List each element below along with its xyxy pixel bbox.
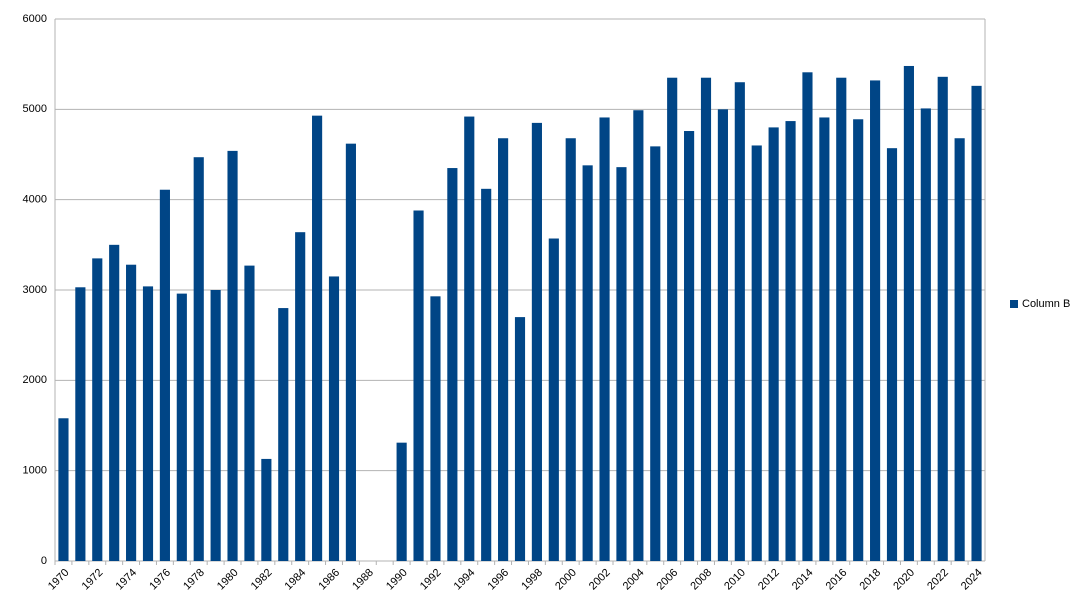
bar <box>700 77 712 561</box>
bar <box>176 293 187 561</box>
y-tick-label: 0 <box>41 555 47 567</box>
bar <box>413 210 424 562</box>
bar <box>193 157 204 561</box>
bar <box>548 238 559 561</box>
y-tick-label: 5000 <box>23 103 47 115</box>
bar <box>971 85 982 561</box>
bar <box>345 143 356 561</box>
bar <box>667 77 678 561</box>
bar <box>227 150 238 562</box>
x-tick-label: 2020 <box>891 567 917 593</box>
x-tick-label: 1972 <box>80 567 106 593</box>
bar <box>278 308 289 561</box>
x-tick-label: 1982 <box>249 567 275 593</box>
x-tick-label: 1994 <box>452 567 478 593</box>
bar <box>58 418 69 561</box>
bar <box>785 121 796 562</box>
bar <box>92 258 103 561</box>
x-tick-label: 2010 <box>722 567 748 593</box>
x-tick-label: 1986 <box>316 567 342 593</box>
bar <box>75 287 86 561</box>
x-tick-label: 2014 <box>790 567 816 593</box>
x-tick-label: 2004 <box>621 567 647 593</box>
bar <box>498 138 509 562</box>
y-tick-label: 1000 <box>23 465 47 477</box>
bar <box>142 286 154 561</box>
bar <box>751 145 762 561</box>
x-tick-label: 1970 <box>46 567 72 593</box>
bar <box>650 146 661 561</box>
bar <box>853 119 864 562</box>
x-tick-label: 2006 <box>655 567 681 593</box>
bar <box>159 189 170 562</box>
bar <box>210 290 221 561</box>
x-tick-label: 2022 <box>925 567 951 593</box>
x-tick-label: 1998 <box>519 567 545 593</box>
bar <box>819 117 830 562</box>
bar <box>870 80 881 561</box>
bar <box>244 265 255 561</box>
x-tick-label: 2000 <box>553 567 579 593</box>
bar <box>633 110 644 561</box>
bar <box>886 148 898 561</box>
bar <box>954 138 965 562</box>
x-tick-label: 1984 <box>283 567 309 593</box>
bar <box>565 138 576 562</box>
bar <box>531 122 542 561</box>
bar <box>430 296 441 561</box>
x-tick-label: 1976 <box>147 567 173 593</box>
bar <box>328 276 340 561</box>
bar <box>684 131 695 561</box>
bar <box>447 168 458 562</box>
x-tick-label: 2018 <box>857 567 883 593</box>
y-tick-label: 2000 <box>23 374 47 386</box>
x-tick-label: 1990 <box>384 567 410 593</box>
bar <box>514 317 526 561</box>
bar <box>903 65 914 562</box>
bar <box>312 115 323 561</box>
x-tick-label: 1992 <box>418 567 444 593</box>
bar <box>295 232 306 562</box>
bar <box>616 167 627 561</box>
legend-label: Column B <box>1022 298 1070 310</box>
x-tick-label: 1996 <box>485 567 511 593</box>
bar <box>481 188 492 561</box>
bar <box>599 117 610 562</box>
bar <box>937 76 948 562</box>
x-tick-label: 2008 <box>688 567 714 593</box>
legend-swatch <box>1010 300 1018 308</box>
bar <box>836 77 847 561</box>
bar <box>126 264 137 561</box>
bar <box>109 244 120 562</box>
bar <box>717 109 728 561</box>
x-tick-label: 1974 <box>113 567 139 593</box>
bar <box>464 116 475 561</box>
bar <box>802 72 813 562</box>
bar <box>920 108 931 562</box>
y-tick-label: 3000 <box>23 284 47 296</box>
x-tick-label: 2016 <box>824 567 850 593</box>
bar <box>582 165 593 561</box>
x-tick-label: 1978 <box>181 567 207 593</box>
x-tick-label: 1980 <box>215 567 241 593</box>
y-tick-label: 6000 <box>23 13 47 25</box>
bar <box>396 442 407 561</box>
x-tick-label: 2012 <box>756 567 782 593</box>
x-tick-label: 2002 <box>587 567 613 593</box>
bar <box>734 82 745 561</box>
bar <box>768 127 779 562</box>
bar <box>261 458 272 561</box>
x-tick-label: 1988 <box>350 567 376 593</box>
x-tick-label: 2024 <box>959 567 985 593</box>
y-tick-label: 4000 <box>23 194 47 206</box>
